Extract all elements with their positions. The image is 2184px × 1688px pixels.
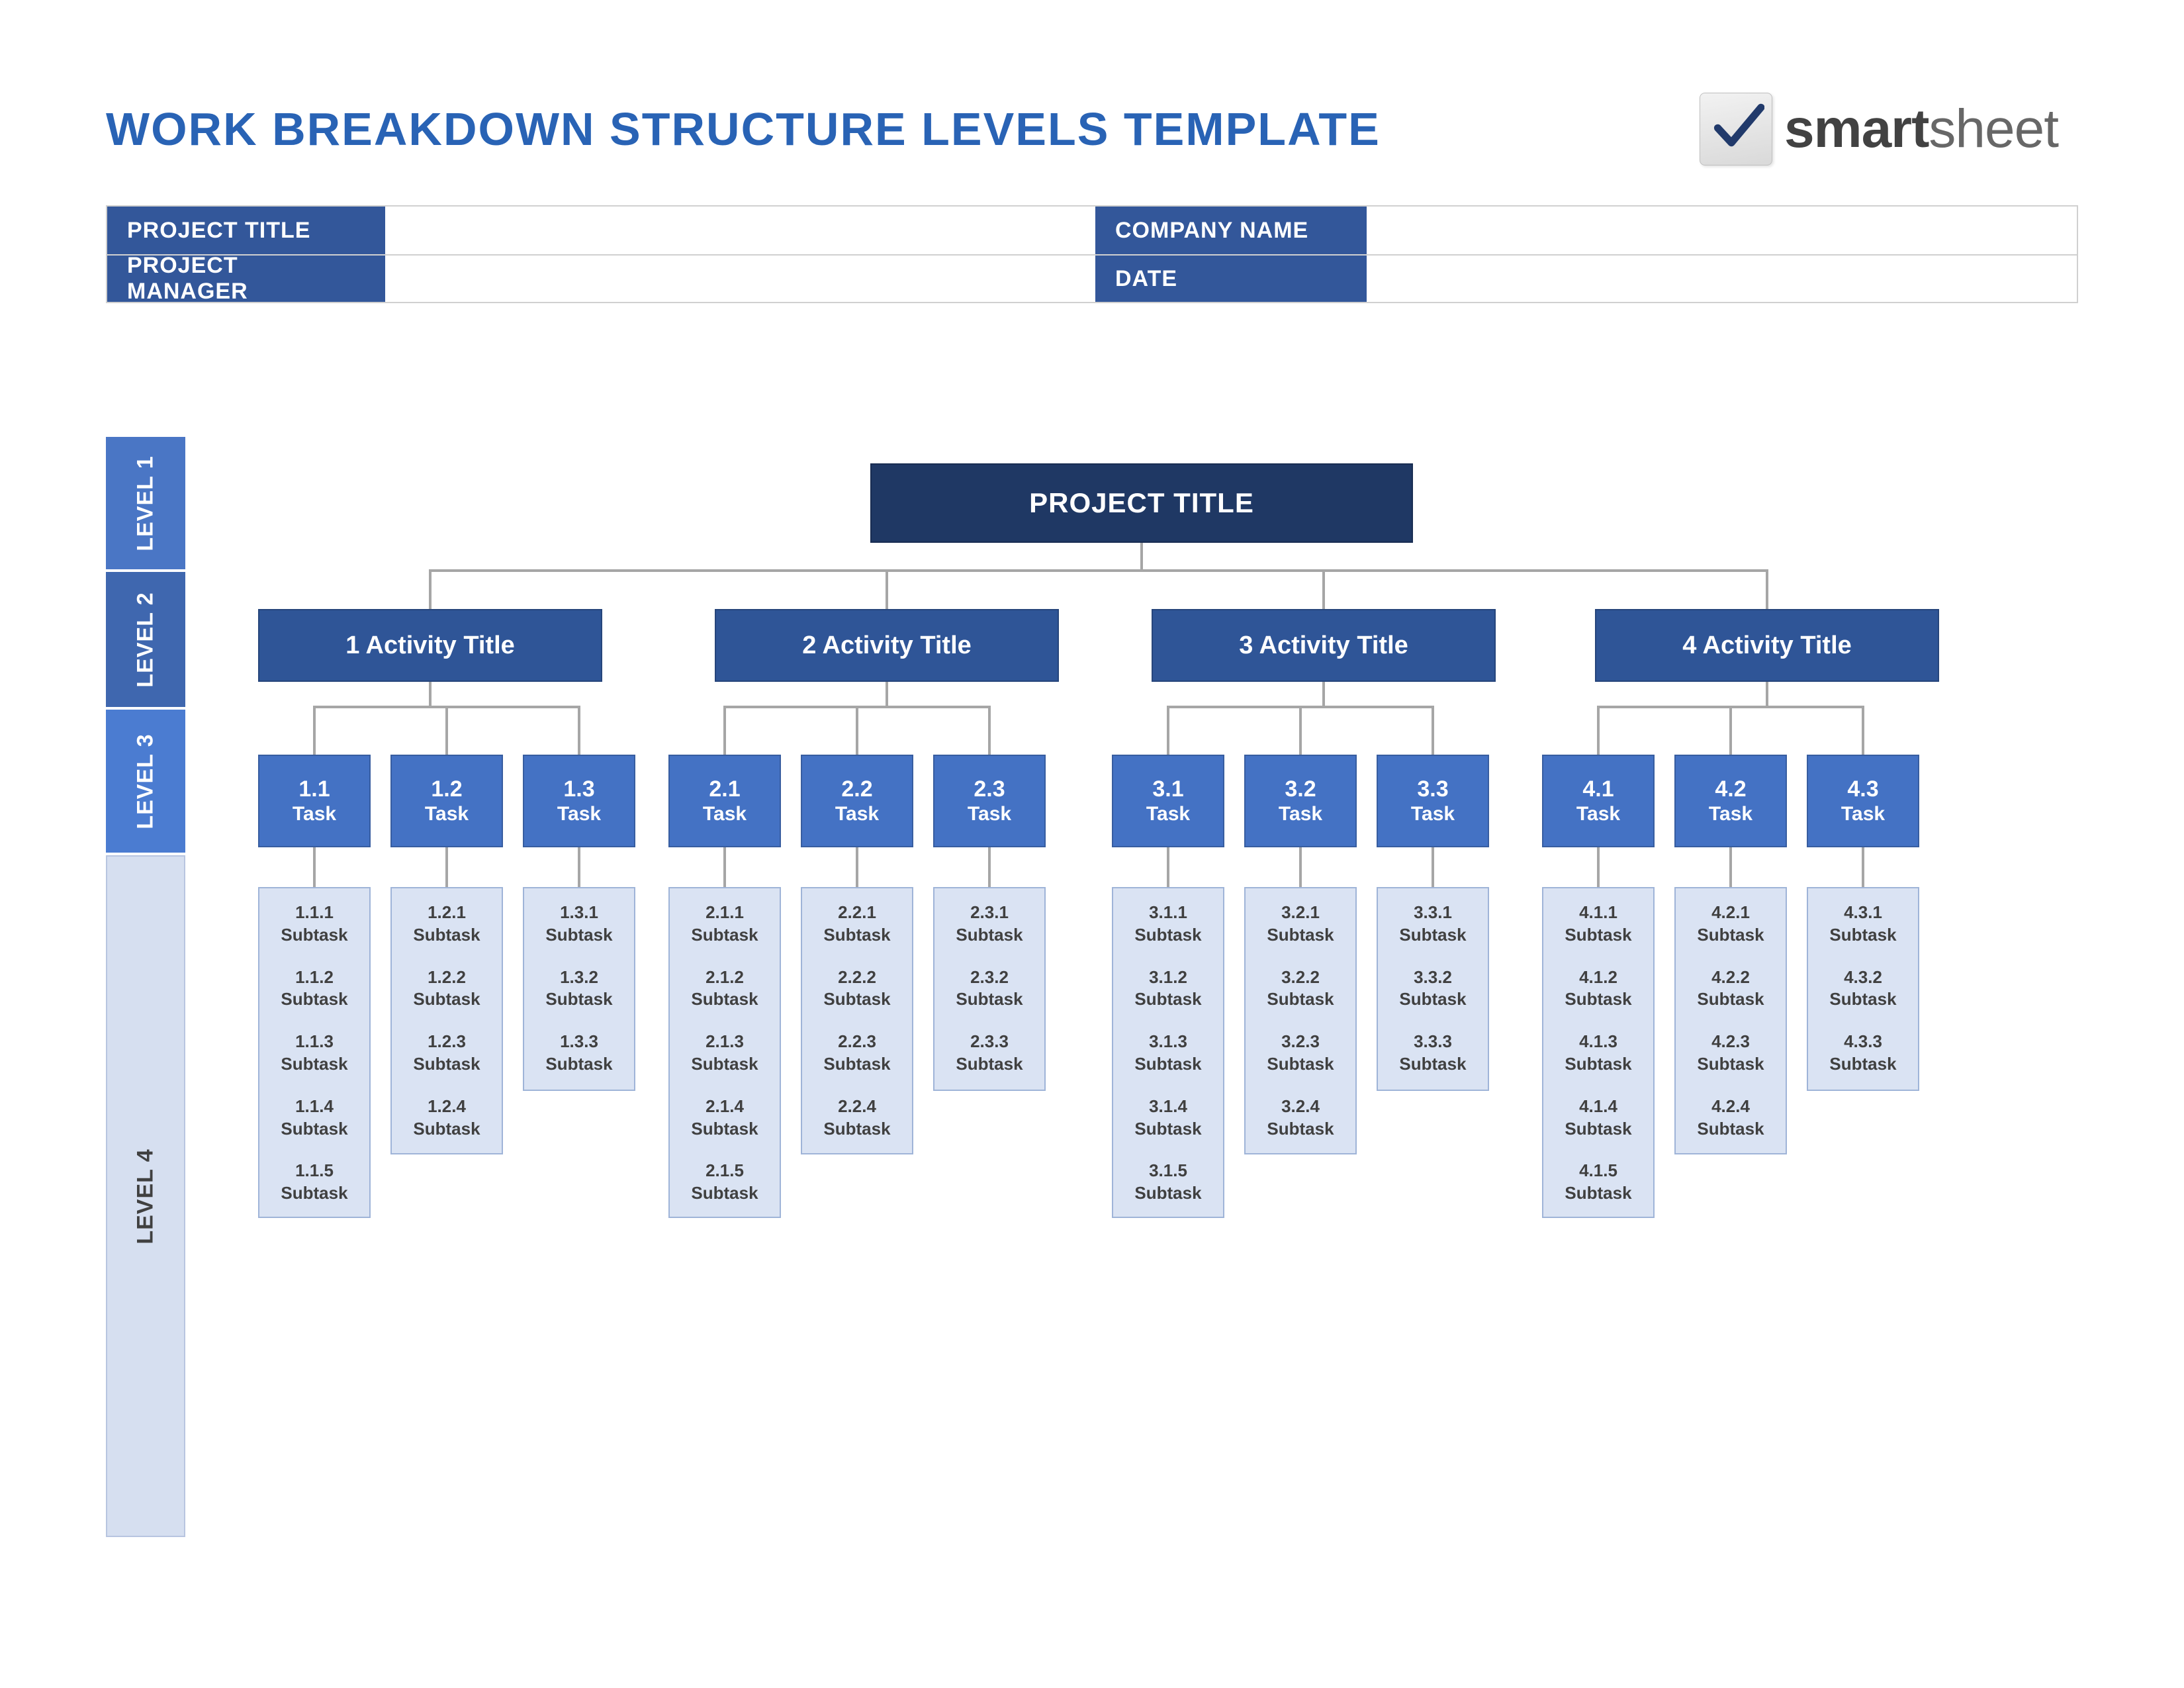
connector-line (886, 682, 888, 706)
brand-light: sheet (1929, 99, 2058, 159)
node-task: 2.1Task (668, 755, 781, 847)
connector-line (1766, 569, 1768, 609)
connector-line (1167, 847, 1169, 887)
node-subtask-group: 4.1.1Subtask4.1.2Subtask4.1.3Subtask4.1.… (1542, 887, 1655, 1218)
connector-line (1597, 847, 1600, 887)
node-task: 1.2Task (390, 755, 503, 847)
node-subtask-group: 4.3.1Subtask4.3.2Subtask4.3.3Subtask (1807, 887, 1919, 1091)
wbs-chart: LEVEL 1 LEVEL 2 LEVEL 3 LEVEL 4 PROJECT … (106, 437, 2078, 1648)
connector-line (429, 569, 432, 609)
connector-line (988, 847, 991, 887)
connector-line (1322, 682, 1325, 706)
connector-line (1862, 706, 1864, 755)
connector-line (856, 847, 858, 887)
node-task: 3.1Task (1112, 755, 1224, 847)
level-label-2: LEVEL 2 (106, 572, 185, 707)
node-subtask-group: 2.3.1Subtask2.3.2Subtask2.3.3Subtask (933, 887, 1046, 1091)
connector-line (1766, 682, 1768, 706)
node-task: 3.2Task (1244, 755, 1357, 847)
label-project-manager: PROJECT MANAGER (107, 256, 385, 302)
node-subtask-group: 3.3.1Subtask3.3.2Subtask3.3.3Subtask (1377, 887, 1489, 1091)
node-activity: 4 Activity Title (1595, 609, 1939, 682)
connector-line (578, 847, 580, 887)
node-subtask-group: 1.1.1Subtask1.1.2Subtask1.1.3Subtask1.1.… (258, 887, 371, 1218)
node-task: 4.3Task (1807, 755, 1919, 847)
connector-line (856, 706, 858, 755)
node-subtask-group: 1.2.1Subtask1.2.2Subtask1.2.3Subtask1.2.… (390, 887, 503, 1154)
connector-line (1432, 706, 1434, 755)
connector-line (723, 847, 726, 887)
label-project-title: PROJECT TITLE (107, 207, 385, 254)
connector-line (578, 706, 580, 755)
brand-logo: smartsheet (1700, 93, 2058, 165)
node-subtask-group: 2.1.1Subtask2.1.2Subtask2.1.3Subtask2.1.… (668, 887, 781, 1218)
connector-line (723, 706, 726, 755)
connector-line (1862, 847, 1864, 887)
connector-line (1140, 543, 1143, 569)
connector-line (1597, 706, 1600, 755)
node-project-title: PROJECT TITLE (870, 463, 1413, 543)
node-subtask-group: 2.2.1Subtask2.2.2Subtask2.2.3Subtask2.2.… (801, 887, 913, 1154)
connector-line (886, 569, 888, 609)
level-label-3: LEVEL 3 (106, 710, 185, 853)
page-title: WORK BREAKDOWN STRUCTURE LEVELS TEMPLATE (106, 103, 1381, 156)
node-task: 4.1Task (1542, 755, 1655, 847)
node-task: 4.2Task (1674, 755, 1787, 847)
label-company-name: COMPANY NAME (1095, 207, 1367, 254)
level-label-4: LEVEL 4 (106, 855, 185, 1537)
connector-line (1299, 706, 1302, 755)
connector-line (313, 847, 316, 887)
node-task: 2.3Task (933, 755, 1046, 847)
connector-line (1729, 847, 1732, 887)
connector-line (429, 682, 432, 706)
node-task: 1.3Task (523, 755, 635, 847)
node-activity: 3 Activity Title (1152, 609, 1496, 682)
connector-line (313, 706, 316, 755)
value-project-manager[interactable] (385, 256, 1095, 302)
node-activity: 2 Activity Title (715, 609, 1059, 682)
value-project-title[interactable] (385, 207, 1095, 254)
node-subtask-group: 3.1.1Subtask3.1.2Subtask3.1.3Subtask3.1.… (1112, 887, 1224, 1218)
connector-line (1167, 706, 1169, 755)
level-label-1: LEVEL 1 (106, 437, 185, 569)
node-task: 1.1Task (258, 755, 371, 847)
connector-line (429, 569, 1768, 572)
connector-line (445, 847, 448, 887)
check-icon (1700, 93, 1772, 165)
connector-line (1729, 706, 1732, 755)
node-activity: 1 Activity Title (258, 609, 602, 682)
brand-bold: smart (1784, 99, 1929, 159)
value-date[interactable] (1367, 256, 2077, 302)
connector-line (1322, 569, 1325, 609)
node-task: 2.2Task (801, 755, 913, 847)
node-subtask-group: 3.2.1Subtask3.2.2Subtask3.2.3Subtask3.2.… (1244, 887, 1357, 1154)
connector-line (1299, 847, 1302, 887)
value-company-name[interactable] (1367, 207, 2077, 254)
node-task: 3.3Task (1377, 755, 1489, 847)
label-date: DATE (1095, 256, 1367, 302)
node-subtask-group: 4.2.1Subtask4.2.2Subtask4.2.3Subtask4.2.… (1674, 887, 1787, 1154)
connector-line (988, 706, 991, 755)
node-subtask-group: 1.3.1Subtask1.3.2Subtask1.3.3Subtask (523, 887, 635, 1091)
connector-line (445, 706, 448, 755)
project-info-table: PROJECT TITLE COMPANY NAME PROJECT MANAG… (106, 205, 2078, 303)
connector-line (1432, 847, 1434, 887)
